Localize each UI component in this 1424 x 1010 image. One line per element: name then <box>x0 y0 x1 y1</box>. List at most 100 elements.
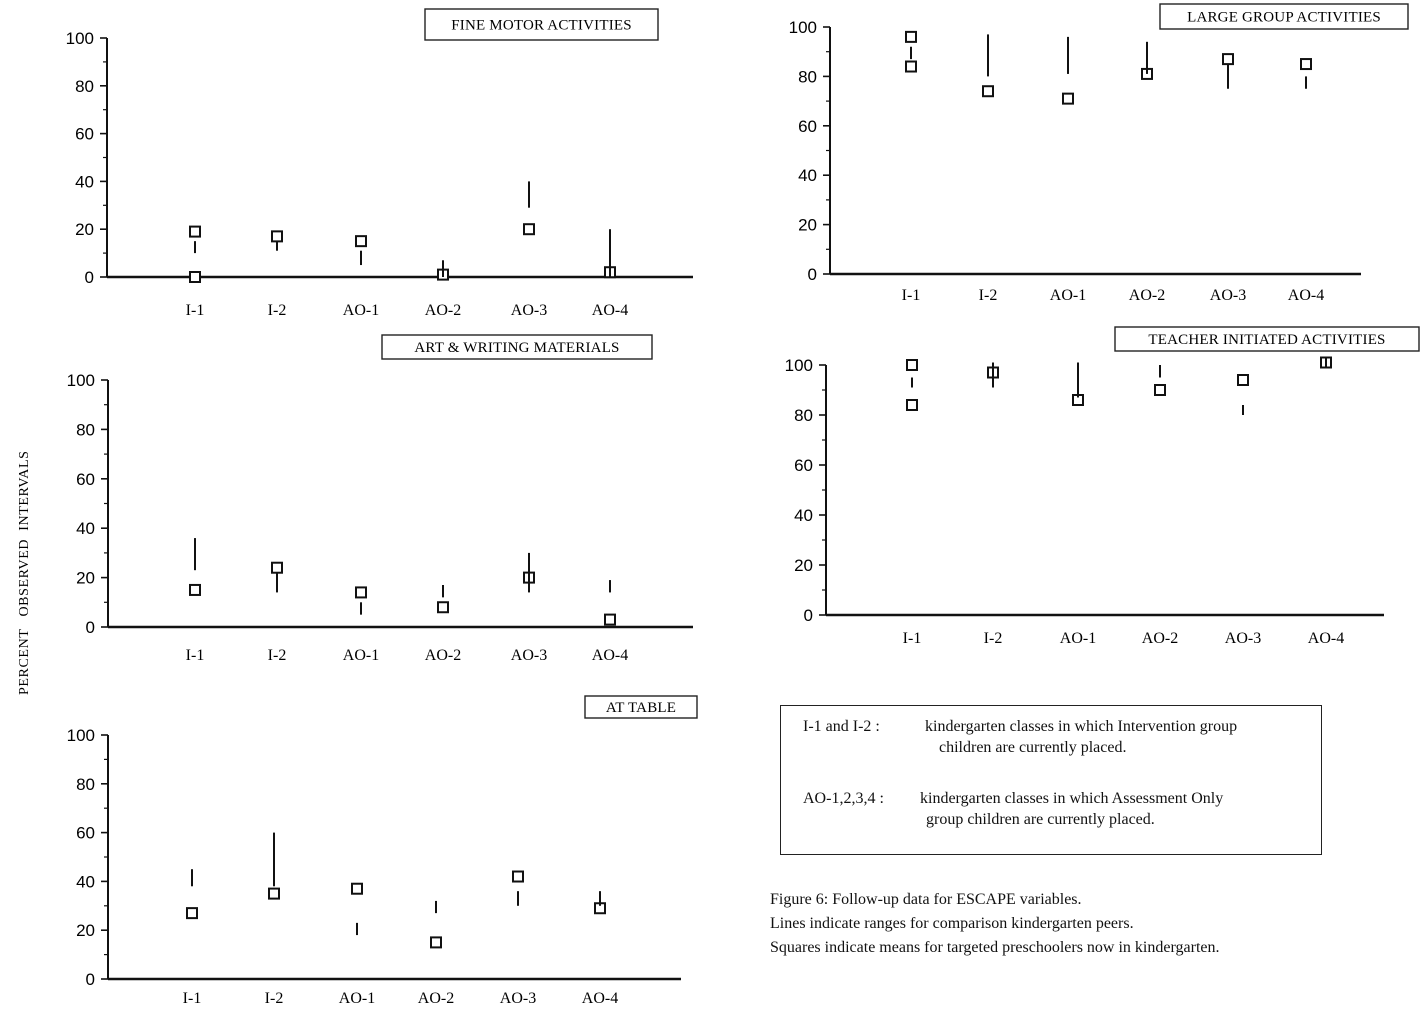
y-tick-label: 60 <box>794 456 813 475</box>
x-tick-label: AO-2 <box>425 302 461 319</box>
x-tick-label: I-1 <box>903 630 922 647</box>
mean-square <box>1237 374 1249 386</box>
x-tick-label: AO-4 <box>1308 630 1344 647</box>
x-tick-label: I-2 <box>268 302 287 319</box>
y-axis-label-container: PERCENT OBSERVED INTERVALS <box>17 451 32 696</box>
x-tick-label: AO-1 <box>1050 287 1086 304</box>
legend-line: kindergarten classes in which Assessment… <box>920 790 1224 807</box>
y-tick-label: 100 <box>67 371 95 390</box>
y-tick-label: 20 <box>75 220 94 239</box>
y-tick-label: 100 <box>789 18 817 37</box>
panel-title-box <box>424 8 659 41</box>
y-axis-label: PERCENT OBSERVED INTERVALS <box>17 451 32 696</box>
figure-caption: Figure 6: Follow-up data for ESCAPE vari… <box>770 888 1420 960</box>
y-tick-label: 40 <box>75 172 94 191</box>
mean-square <box>523 223 535 236</box>
legend-entry-assessment: AO-1,2,3,4 : kindergarten classes in whi… <box>803 788 1313 830</box>
y-tick-label: 100 <box>66 29 94 48</box>
legend-description: kindergarten classes in which Assessment… <box>920 788 1223 830</box>
y-tick-label: 20 <box>76 921 95 940</box>
panel-title-box <box>1159 3 1409 30</box>
x-tick-label: I-1 <box>186 302 205 319</box>
y-tick-label: 0 <box>804 606 813 625</box>
y-tick-label: 40 <box>798 166 817 185</box>
mean-square <box>1154 384 1166 396</box>
x-tick-label: AO-4 <box>582 990 618 1007</box>
mean-square <box>189 271 201 283</box>
x-tick-label: AO-1 <box>1060 630 1096 647</box>
x-tick-label: AO-1 <box>343 647 379 664</box>
panel-title: LARGE GROUP ACTIVITIES <box>1187 10 1381 26</box>
mean-square <box>982 85 994 98</box>
mean-square <box>189 225 201 238</box>
y-tick-label: 0 <box>808 265 817 284</box>
y-tick-label: 40 <box>76 519 95 538</box>
y-tick-label: 40 <box>794 506 813 525</box>
x-tick-label: AO-2 <box>1142 630 1178 647</box>
mean-square <box>1062 92 1074 105</box>
x-tick-label: AO-3 <box>1225 630 1261 647</box>
panel-title-box <box>381 334 653 360</box>
panel-title: TEACHER INITIATED ACTIVITIES <box>1148 332 1385 348</box>
x-tick-label: AO-4 <box>592 647 628 664</box>
x-tick-label: AO-3 <box>511 302 547 319</box>
panel-title-box <box>584 695 698 719</box>
x-tick-label: I-1 <box>183 990 202 1007</box>
y-tick-label: 80 <box>794 406 813 425</box>
caption-line: Lines indicate ranges for comparison kin… <box>770 915 1134 932</box>
panel-at-table: AT TABLE 0 20 40 60 80 100 I-1 I-2 AO-1 AO-2 AO-3 AO… <box>67 695 698 1007</box>
mean-square <box>189 583 201 596</box>
y-tick-label: 60 <box>76 824 95 843</box>
x-tick-label: AO-3 <box>500 990 536 1007</box>
mean-square <box>355 586 367 599</box>
x-tick-label: AO-4 <box>1288 287 1324 304</box>
y-tick-label: 0 <box>86 618 95 637</box>
mean-square <box>906 399 918 411</box>
y-tick-label: 20 <box>798 216 817 235</box>
y-tick-label: 100 <box>67 726 95 745</box>
mean-square <box>1222 53 1234 66</box>
panel-title: AT TABLE <box>606 700 676 716</box>
mean-square <box>906 359 918 371</box>
legend-line: kindergarten classes in which Interventi… <box>925 718 1238 735</box>
x-tick-label: AO-1 <box>339 990 375 1007</box>
y-tick-label: 60 <box>75 125 94 144</box>
mean-square <box>905 30 917 43</box>
x-tick-label: I-2 <box>979 287 998 304</box>
panel-art-and-writing-materials: ART & WRITING MATERIALS 0 20 40 60 80 100 I-1 I-… <box>67 334 693 664</box>
mean-square <box>271 230 283 243</box>
panel-teacher-initiated-activities: TEACHER INITIATED ACTIVITIES 0 20 40 60 80 100… <box>785 326 1420 647</box>
panel-large-group-activities: LARGE GROUP ACTIVITIES 0 20 40 60 80 100 I-1 I-2… <box>789 3 1409 304</box>
y-tick-label: 0 <box>86 970 95 989</box>
panel-fine-motor-activities: FINE MOTOR ACTIVITIES 0 20 40 60 80 100 I-1 I-2 A… <box>66 8 693 319</box>
x-tick-label: I-2 <box>268 647 287 664</box>
x-tick-label: AO-2 <box>1129 287 1165 304</box>
y-tick-label: 20 <box>794 556 813 575</box>
panel-title: ART & WRITING MATERIALS <box>414 340 619 356</box>
mean-square <box>351 882 363 895</box>
legend-box: I-1 and I-2 : kindergarten classes in wh… <box>780 705 1322 855</box>
y-tick-label: 100 <box>785 356 813 375</box>
x-tick-label: AO-4 <box>592 302 628 319</box>
mean-square <box>437 601 449 614</box>
mean-square <box>268 887 280 900</box>
legend-key: I-1 and I-2 : <box>803 718 880 735</box>
caption-line: Squares indicate means for targeted pres… <box>770 939 1220 956</box>
legend-line: group children are currently placed. <box>926 811 1155 828</box>
y-tick-label: 80 <box>76 775 95 794</box>
panel-title: FINE MOTOR ACTIVITIES <box>451 18 632 34</box>
y-tick-label: 80 <box>75 77 94 96</box>
x-tick-label: I-1 <box>902 287 921 304</box>
mean-square <box>905 60 917 73</box>
panel-title-box <box>1114 326 1420 352</box>
legend-key: AO-1,2,3,4 : <box>803 790 884 807</box>
y-tick-label: 80 <box>76 420 95 439</box>
caption-line: Figure 6: Follow-up data for ESCAPE vari… <box>770 891 1082 908</box>
mean-square <box>1300 58 1312 71</box>
mean-square <box>604 613 616 626</box>
y-tick-label: 80 <box>798 67 817 86</box>
legend-entry-intervention: I-1 and I-2 : kindergarten classes in wh… <box>803 716 1313 758</box>
x-tick-label: AO-3 <box>511 647 547 664</box>
x-tick-label: I-2 <box>265 990 284 1007</box>
